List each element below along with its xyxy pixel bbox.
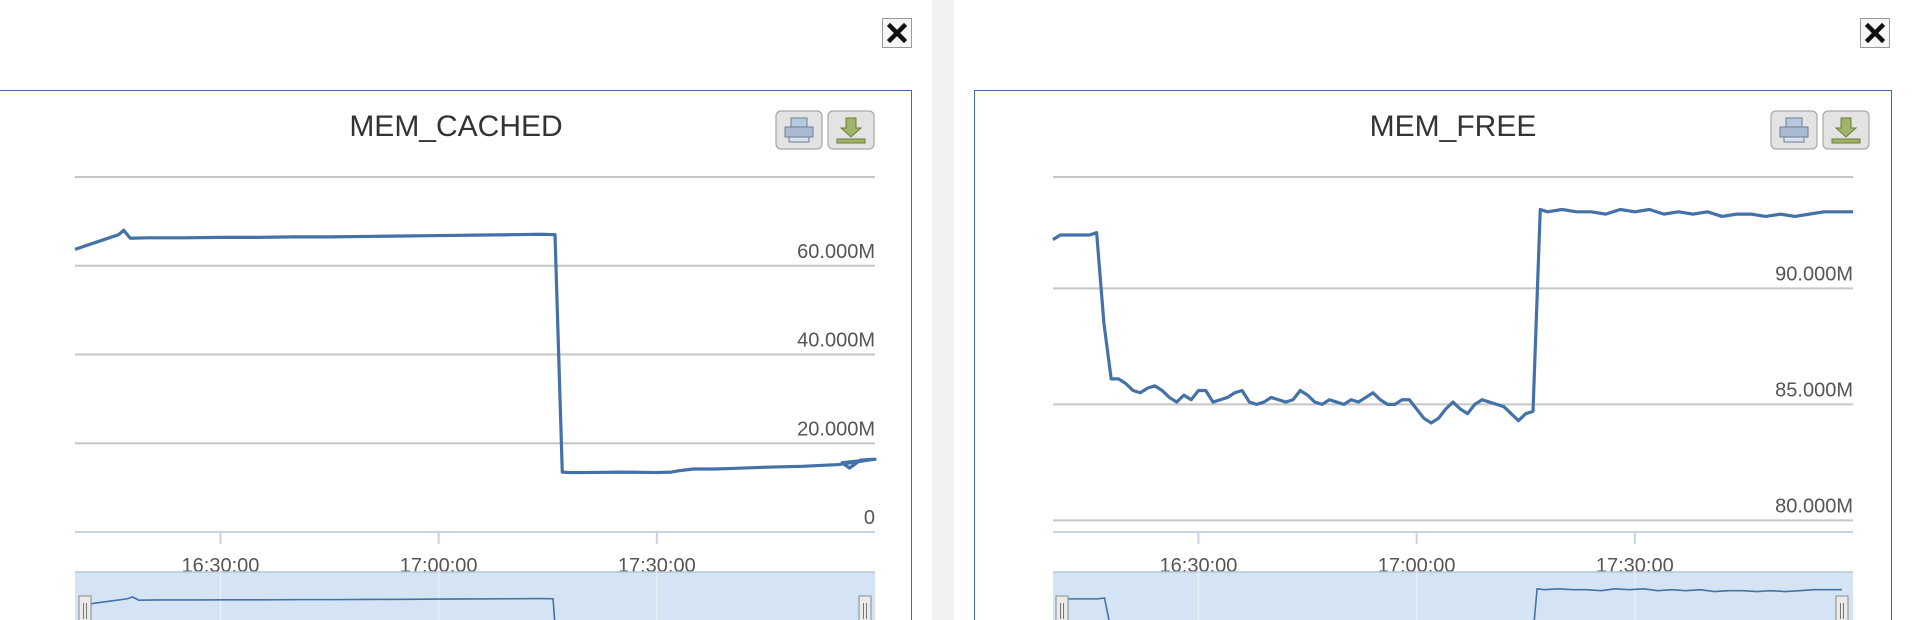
chart-title: MEM_CACHED: [349, 110, 562, 143]
y-tick-label: 0: [864, 507, 875, 529]
y-tick-label: 80.000M: [1775, 495, 1853, 517]
chart-title: MEM_FREE: [1370, 110, 1537, 143]
download-button[interactable]: [827, 110, 875, 150]
widget-mem-free: MEM_FREE 80.000M 85.000M 90.000M 16:30:00 17:…: [954, 0, 1916, 620]
y-tick-label: 20.000M: [797, 418, 875, 440]
chart-frame: MEM_CACHED 0 20.000M 40.000M 60.000M 16:30:00…: [0, 90, 912, 620]
navigator-background[interactable]: [1053, 572, 1853, 620]
close-button[interactable]: [1860, 18, 1890, 48]
navigator-handle-right[interactable]: [858, 595, 872, 620]
series-line: [74, 228, 877, 475]
close-button[interactable]: [882, 18, 912, 48]
download-icon: [836, 117, 866, 144]
navigator-background[interactable]: [75, 572, 875, 620]
widget-mem-cached: MEM_CACHED 0 20.000M 40.000M 60.000M 16:30:00…: [0, 0, 932, 620]
navigator-handle-left[interactable]: [78, 595, 92, 620]
navigator-series-line: [84, 596, 556, 620]
print-icon: [784, 117, 814, 143]
print-button[interactable]: [1770, 110, 1818, 150]
download-button[interactable]: [1822, 110, 1870, 150]
navigator-handle-right[interactable]: [1835, 595, 1849, 620]
close-icon: [1865, 23, 1885, 43]
print-button[interactable]: [775, 110, 823, 150]
chart-frame: MEM_FREE 80.000M 85.000M 90.000M 16:30:00 17:…: [974, 90, 1892, 620]
navigator-handle-left[interactable]: [1055, 595, 1069, 620]
y-tick-label: 85.000M: [1775, 379, 1853, 401]
download-icon: [1831, 117, 1861, 144]
series-line: [1052, 207, 1853, 425]
navigator-series-line: [1061, 587, 1842, 620]
print-icon: [1779, 117, 1809, 143]
y-tick-label: 40.000M: [797, 330, 875, 352]
close-icon: [887, 23, 907, 43]
mem-cached-chart: MEM_CACHED020.000M40.000M60.000M16:30:00…: [74, 110, 877, 620]
y-tick-label: 60.000M: [797, 241, 875, 263]
y-tick-label: 90.000M: [1775, 263, 1853, 285]
